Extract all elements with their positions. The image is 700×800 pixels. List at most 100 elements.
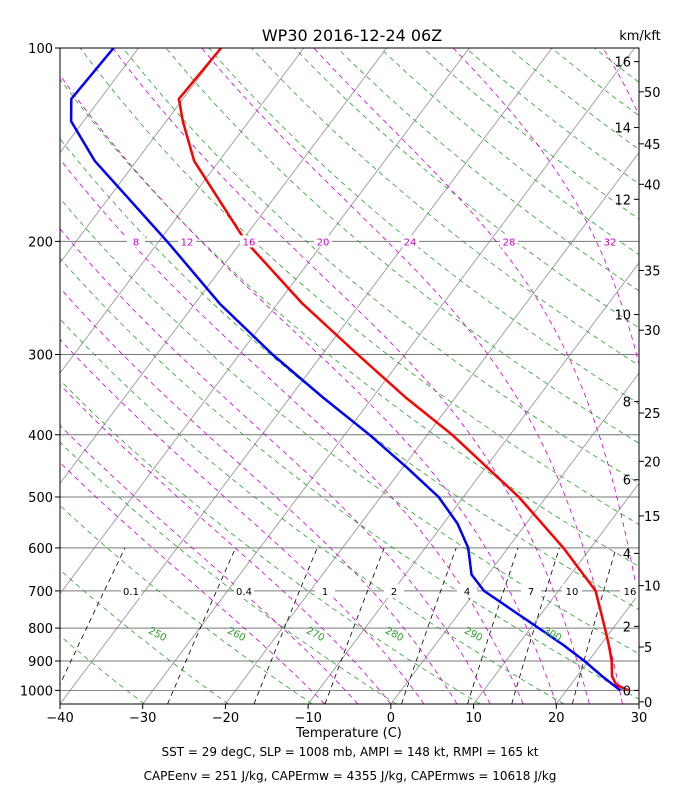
km-tick-label: 14 — [614, 122, 631, 137]
dry-adiabat — [465, 48, 639, 185]
isotherm — [60, 48, 305, 374]
isotherm — [0, 48, 56, 704]
moist-adiabat — [60, 338, 425, 704]
x-tick-label: −10 — [294, 711, 321, 726]
mixing-ratio-line — [511, 547, 560, 704]
isotherm — [555, 592, 639, 704]
kft-tick-label: 35 — [644, 264, 661, 279]
kft-tick-label: 0 — [644, 696, 652, 711]
isotherm — [60, 48, 387, 485]
moist-adiabat-label-bg — [401, 235, 419, 248]
moist-adiabat-label-bg — [314, 235, 332, 248]
x-tick-label: 0 — [387, 711, 395, 726]
sounding-series-2 — [69, 48, 622, 692]
height-axis-label: km/kft — [619, 29, 661, 44]
km-tick-label: 12 — [614, 193, 631, 208]
mixing-ratio-label: 2 — [391, 587, 397, 598]
moist-adiabat — [112, 48, 590, 704]
y-tick-label: 600 — [28, 542, 53, 557]
moist-adiabat-label-bg — [178, 235, 196, 248]
x-tick-label: −40 — [46, 711, 73, 726]
y-tick-label: 300 — [28, 348, 53, 363]
x-tick-label: −20 — [212, 711, 239, 726]
dry-adiabat — [551, 48, 639, 117]
dry-adiabat — [60, 138, 639, 611]
dry-adiabat — [208, 48, 639, 405]
mixing-ratio-label-bg — [121, 583, 141, 598]
moist-adiabat-label-bg — [601, 235, 619, 248]
dry-adiabat — [60, 702, 61, 704]
mixing-ratio-label: 0.4 — [236, 587, 252, 598]
kft-tick-label: 5 — [644, 641, 652, 656]
isotherm — [142, 48, 636, 704]
x-tick-label: 30 — [631, 711, 648, 726]
mixing-ratio-line — [401, 547, 457, 704]
kft-tick-label: 10 — [644, 580, 661, 595]
moist-adiabat — [313, 48, 639, 605]
y-tick-label: 200 — [28, 235, 53, 250]
mixing-ratio-label-bg — [384, 583, 404, 598]
mixing-ratio-label-bg — [234, 583, 254, 598]
km-tick-label: 8 — [623, 395, 631, 410]
moist-adiabat — [60, 287, 458, 704]
mixing-ratio-label: 10 — [566, 587, 579, 598]
dry-adiabat — [79, 48, 639, 525]
moist-adiabat-label: 24 — [404, 237, 417, 248]
y-tick-label: 500 — [28, 491, 53, 506]
moist-adiabat-label: 32 — [604, 237, 617, 248]
y-tick-label: 800 — [28, 622, 53, 637]
dry-adiabat — [60, 379, 481, 704]
km-tick-label: 16 — [614, 56, 631, 71]
dry-adiabat — [165, 48, 639, 444]
moist-adiabat-label-bg — [500, 235, 518, 248]
mixing-ratio-label-bg — [562, 583, 582, 598]
mixing-ratio-label: 4 — [464, 587, 470, 598]
sounding-series-1 — [177, 48, 630, 692]
x-tick-label: 10 — [465, 711, 482, 726]
moist-adiabat — [60, 158, 524, 704]
km-tick-label: 2 — [623, 620, 631, 635]
y-tick-label: 1000 — [20, 684, 53, 699]
dry-adiabat — [60, 78, 639, 568]
isotherm — [225, 151, 639, 704]
mixing-ratio-label-bg — [521, 583, 541, 598]
x-tick-label: −30 — [129, 711, 156, 726]
dry-adiabat — [122, 48, 639, 484]
km-tick-label: 10 — [614, 309, 631, 324]
chart-title: WP30 2016-12-24 06Z — [262, 26, 442, 45]
footer-line-1: SST = 29 degC, SLP = 1008 mb, AMPI = 148… — [161, 745, 539, 759]
isotherm — [60, 48, 553, 704]
mixing-ratio-label: 16 — [624, 587, 637, 598]
mixing-ratio-label: 0.1 — [123, 587, 139, 598]
mixing-ratio-line — [324, 547, 385, 704]
moist-adiabat-label-bg — [127, 235, 145, 248]
moist-adiabat — [452, 48, 639, 366]
plot-frame — [59, 47, 640, 705]
moist-adiabat — [60, 228, 491, 704]
dry-adiabat — [60, 569, 229, 704]
kft-tick-label: 30 — [644, 324, 661, 339]
dry-adiabat — [60, 441, 397, 704]
isotherm — [473, 482, 639, 704]
mixing-ratio-label-bg — [620, 583, 639, 598]
y-tick-label: 900 — [28, 655, 53, 670]
km-tick-label: 4 — [623, 547, 631, 562]
mixing-ratio-line — [467, 547, 519, 704]
km-tick-label: 6 — [623, 474, 631, 489]
kft-tick-label: 45 — [644, 138, 661, 153]
mixing-ratio-line — [571, 547, 617, 704]
x-tick-label: 20 — [548, 711, 565, 726]
mixing-ratio-label: 1 — [322, 587, 328, 598]
moist-adiabat-label: 12 — [181, 237, 194, 248]
kft-tick-label: 50 — [644, 86, 661, 101]
mixing-ratio-label: 7 — [528, 587, 534, 598]
km-tick-label: 0 — [623, 684, 631, 699]
moist-adiabat-label: 8 — [133, 237, 139, 248]
footer-line-2: CAPEenv = 251 J/kg, CAPErmw = 4355 J/kg,… — [143, 769, 557, 783]
dry-adiabat — [60, 504, 313, 704]
moist-adiabat-label: 28 — [503, 237, 516, 248]
moist-adiabat — [60, 424, 359, 704]
moist-adiabat — [60, 74, 557, 704]
kft-tick-label: 15 — [644, 510, 661, 525]
